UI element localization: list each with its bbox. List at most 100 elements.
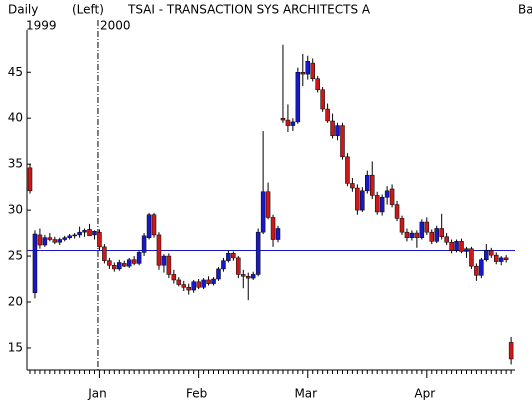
candle-body — [181, 284, 187, 288]
candle-body — [305, 60, 311, 75]
candle-body — [330, 120, 335, 136]
candle-body — [404, 231, 410, 238]
candle-body — [449, 242, 454, 251]
candle-body — [121, 263, 127, 267]
period-label: Daily — [8, 3, 38, 17]
candle-body — [82, 230, 87, 233]
candle-body — [245, 276, 251, 279]
candle-body — [57, 239, 63, 243]
y-tick-label: 30 — [8, 203, 23, 217]
candle-body — [131, 259, 137, 264]
candle-body — [280, 117, 286, 121]
candle-body — [206, 279, 211, 284]
candle-body — [409, 232, 415, 238]
candle-body — [87, 229, 92, 237]
candle-body — [444, 236, 449, 243]
candle-body — [265, 191, 271, 218]
candle-body — [77, 231, 82, 236]
candle-body — [434, 228, 439, 242]
candle-body — [419, 221, 425, 238]
candle-body — [429, 231, 435, 242]
candle-body — [414, 232, 420, 238]
candle-body — [196, 281, 201, 288]
candle-body — [508, 342, 514, 360]
candle-body — [345, 156, 350, 184]
candle-body — [335, 125, 340, 136]
year-label: 2000 — [100, 19, 131, 33]
candle-body — [216, 268, 221, 280]
candle-body — [136, 252, 142, 264]
y-tick-label: 20 — [8, 295, 23, 309]
chart-title: TSAI - TRANSACTION SYS ARCHITECTS A — [127, 3, 371, 17]
candle-body — [32, 233, 38, 294]
candle-body — [221, 260, 226, 270]
candle-body — [493, 254, 499, 262]
candle-body — [171, 274, 177, 281]
candle-body — [320, 89, 325, 110]
candle-body — [102, 246, 107, 261]
candle-body — [365, 174, 370, 192]
axis-side-label: (Left) — [72, 3, 104, 17]
candle-body — [260, 191, 266, 233]
candle-body — [117, 262, 122, 270]
candle-body — [374, 195, 380, 213]
candle-body — [399, 218, 405, 233]
candle-body — [191, 281, 196, 291]
candle-body — [459, 241, 464, 252]
candle-body — [355, 187, 360, 211]
candle-body — [350, 183, 355, 189]
candle-body — [285, 119, 291, 126]
candle-body — [176, 279, 182, 285]
candle-body — [389, 188, 395, 205]
candle-body — [295, 72, 301, 123]
candle-body — [340, 125, 345, 158]
y-tick-label: 40 — [8, 111, 23, 125]
candle-body — [479, 259, 484, 276]
candle-body — [156, 234, 162, 266]
candle-body — [384, 190, 390, 198]
candle-body — [474, 265, 479, 276]
candle-body — [97, 231, 102, 248]
candle-body — [469, 248, 474, 267]
candle-body — [454, 241, 459, 251]
candle-body — [231, 253, 236, 259]
x-tick-label: Jan — [87, 387, 107, 401]
candle-body — [464, 248, 469, 252]
candle-body — [270, 217, 276, 240]
candle-body — [255, 231, 261, 275]
candle-body — [107, 260, 112, 266]
candle-body — [275, 228, 281, 240]
candle-body — [236, 257, 241, 275]
x-tick-label: Apr — [414, 387, 435, 401]
x-tick-label: Feb — [186, 387, 207, 401]
candle-body — [424, 221, 430, 233]
candle-body — [310, 62, 315, 79]
candle-body — [47, 237, 53, 240]
candle-body — [186, 287, 191, 291]
candle-body — [394, 204, 400, 219]
candle-body — [67, 235, 72, 238]
year-label: 1999 — [26, 19, 57, 33]
candle-body — [161, 255, 167, 266]
candle-body — [126, 259, 132, 267]
candle-body — [498, 257, 504, 262]
candle-body — [241, 274, 246, 277]
candle-body — [325, 108, 330, 122]
candle-body — [484, 250, 489, 260]
x-tick-label: Mar — [294, 387, 317, 401]
candle-body — [300, 72, 306, 75]
candle-body — [146, 214, 152, 238]
candle-body — [379, 196, 385, 213]
candle-body — [52, 239, 58, 243]
candle-body — [112, 264, 117, 270]
candle-body — [250, 274, 256, 279]
candle-body — [151, 214, 157, 236]
candle-body — [290, 121, 296, 126]
candle-body — [27, 167, 33, 192]
candle-body — [489, 250, 494, 256]
candle-body — [166, 255, 172, 275]
candle-body — [92, 230, 97, 236]
candle-body — [42, 237, 48, 246]
candle-body — [201, 279, 206, 288]
